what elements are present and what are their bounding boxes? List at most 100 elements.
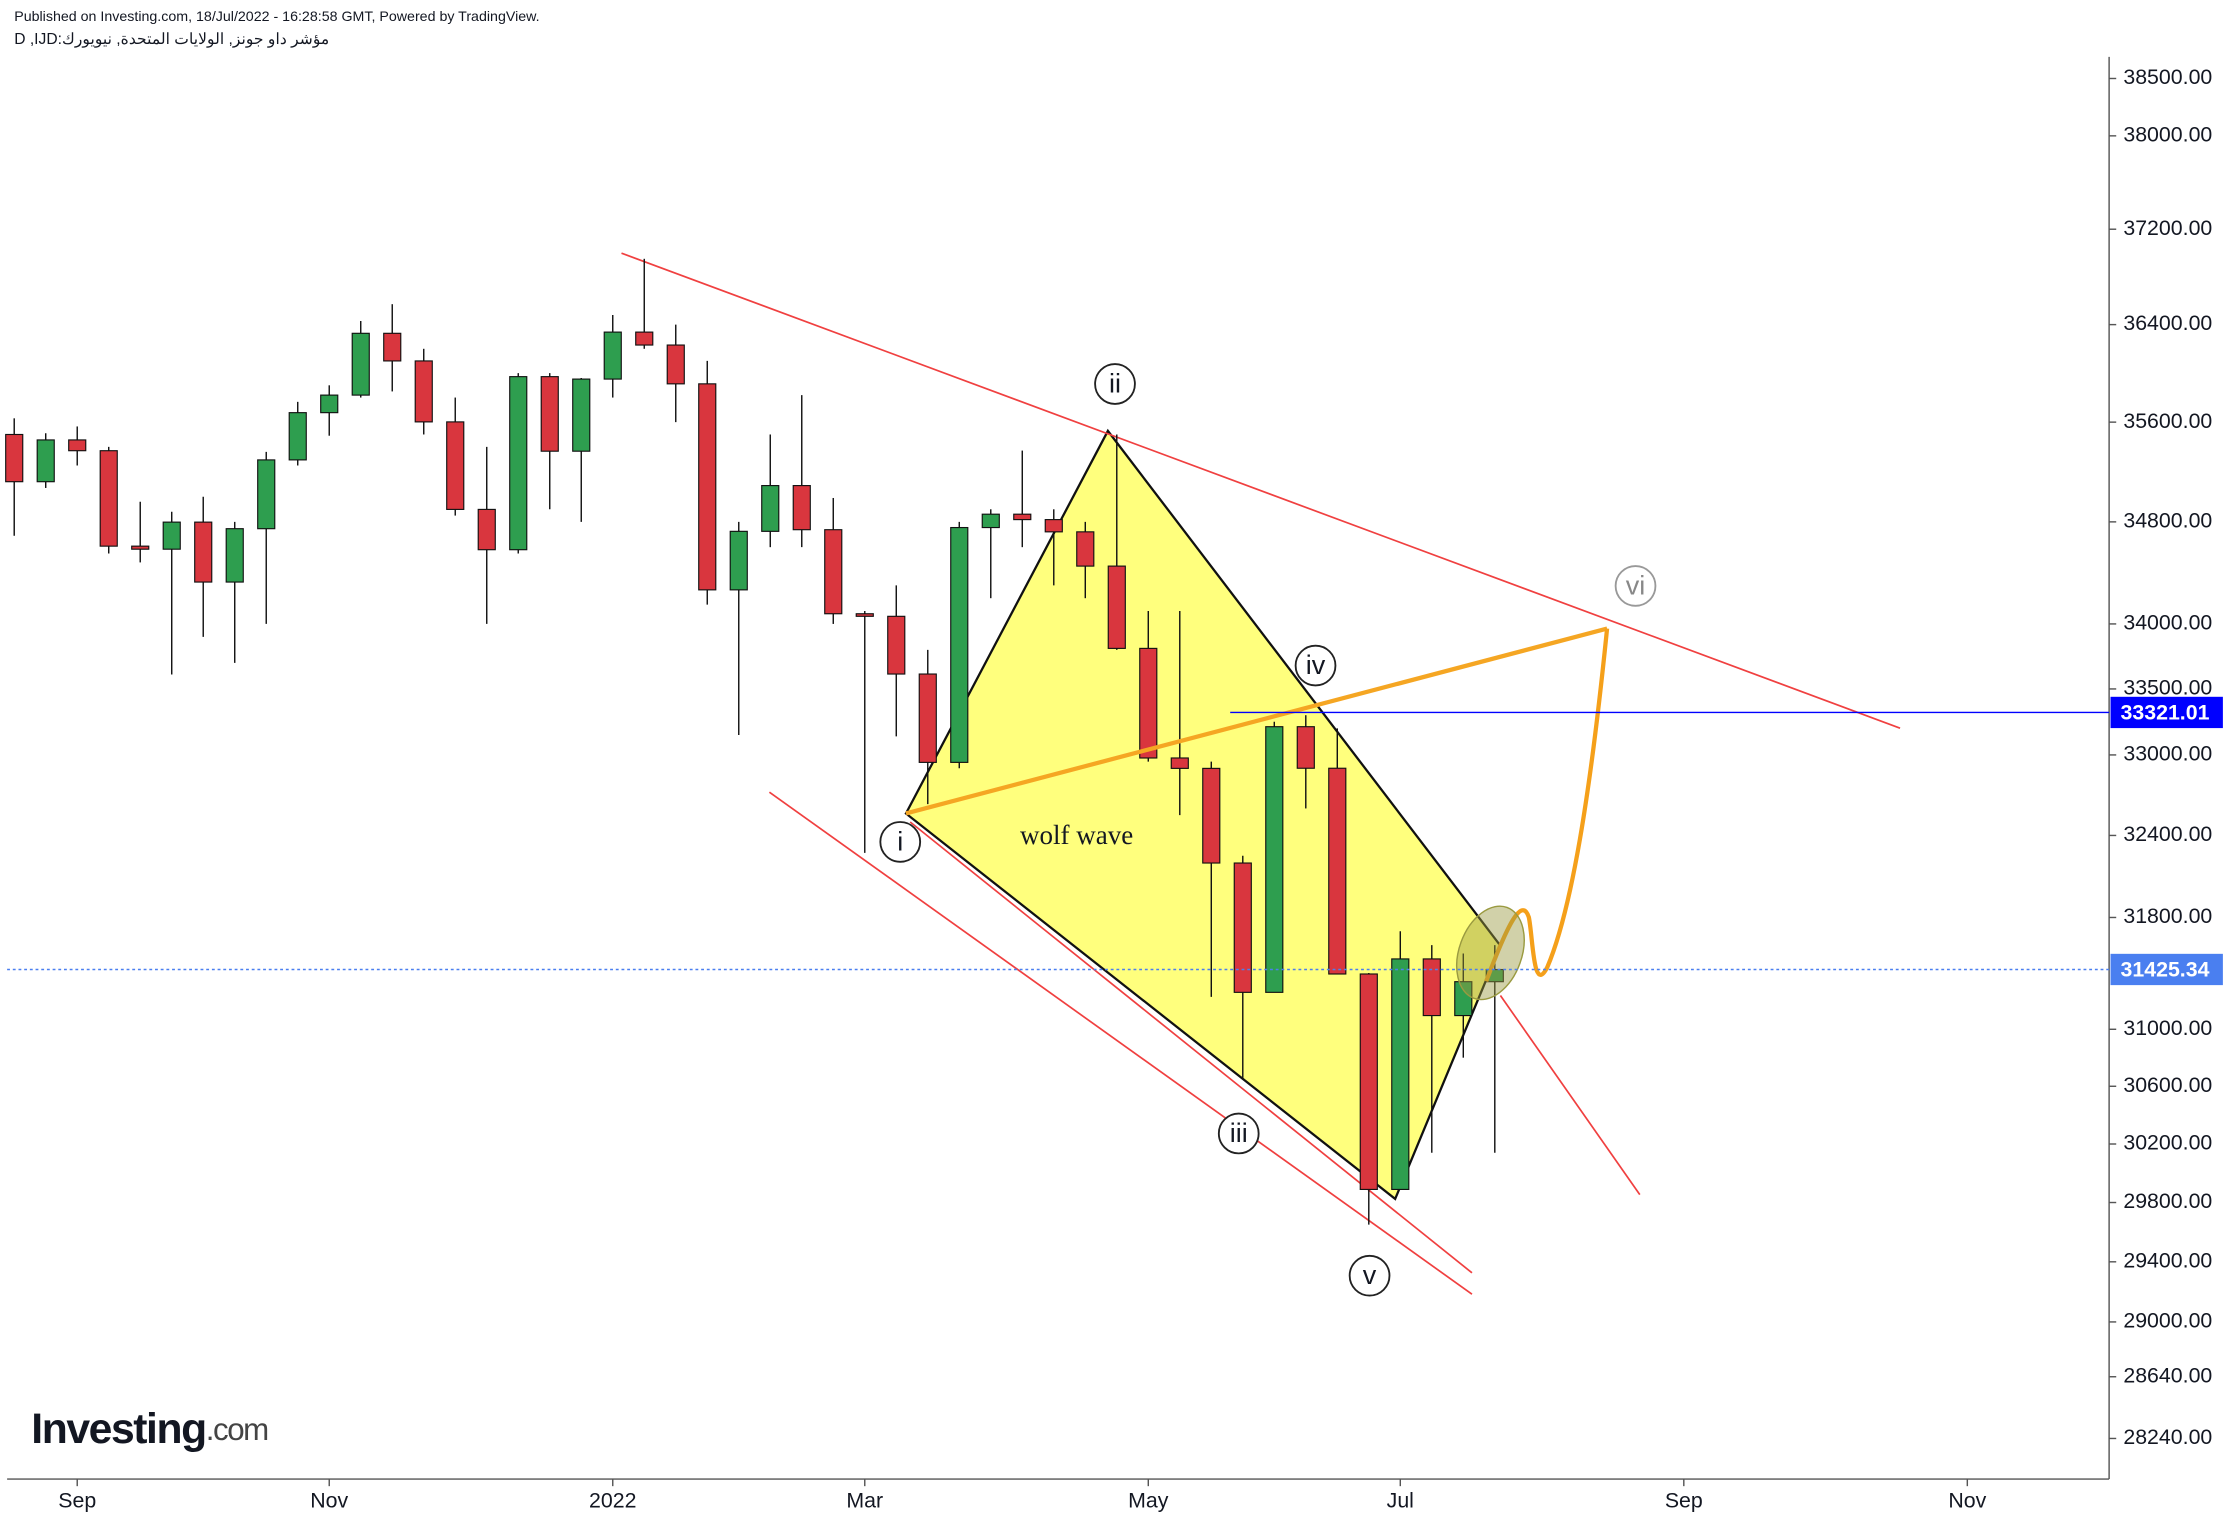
candle-body <box>824 529 843 615</box>
candle-body <box>288 412 307 461</box>
candle-body <box>1013 513 1032 521</box>
price-tag-label: 31425.34 <box>2120 958 2209 982</box>
candle-body <box>635 331 654 346</box>
trend-line <box>909 821 1473 1274</box>
trend-line <box>1499 995 1641 1196</box>
y-tick-label: 34800.00 <box>2123 509 2212 533</box>
y-tick-label: 34000.00 <box>2123 611 2212 635</box>
price-tag-label: 33321.01 <box>2120 701 2209 725</box>
y-tick-label: 30600.00 <box>2123 1073 2212 1097</box>
y-tick-label: 28240.00 <box>2123 1425 2212 1449</box>
y-tick-label: 31000.00 <box>2123 1016 2212 1040</box>
candle-body <box>1233 862 1252 993</box>
candle-body <box>1044 519 1063 533</box>
candle-body <box>666 344 685 385</box>
y-tick-label: 29800.00 <box>2123 1189 2212 1213</box>
y-tick-label: 37200.00 <box>2123 216 2212 240</box>
highlight <box>1456 905 1525 1001</box>
candle-body <box>792 485 811 531</box>
candle-body <box>194 521 213 583</box>
candle-body <box>950 526 969 763</box>
candle-body <box>351 332 370 396</box>
candle-body <box>477 508 496 551</box>
candle-body <box>855 613 874 617</box>
candle-body <box>1328 767 1347 975</box>
x-tick-label: Sep <box>1665 1488 1703 1512</box>
candle-body <box>761 485 780 532</box>
candle-body <box>981 513 1000 529</box>
candle-body <box>540 376 559 452</box>
x-tick-label: 2022 <box>589 1488 636 1512</box>
candle-body <box>1391 958 1410 1190</box>
y-tick-label: 33000.00 <box>2123 742 2212 766</box>
candle-body <box>603 331 622 380</box>
wave-label: iii <box>1230 1118 1248 1148</box>
candle-body <box>257 459 276 530</box>
candle-body <box>1296 726 1315 769</box>
candle-body <box>729 530 748 591</box>
wave-label: iv <box>1306 650 1326 680</box>
candle-body <box>320 394 339 414</box>
wave-circle <box>879 821 922 863</box>
y-tick-label: 28640.00 <box>2123 1363 2212 1387</box>
candle-body <box>1170 757 1189 769</box>
candle-body <box>383 332 402 362</box>
x-tick-label: Nov <box>310 1488 348 1512</box>
candle-body <box>509 376 528 551</box>
candle-body <box>36 439 55 483</box>
y-tick-label: 30200.00 <box>2123 1131 2212 1155</box>
wave-label: i <box>897 826 903 856</box>
projection-path <box>1484 628 1610 983</box>
candle-body <box>162 521 181 550</box>
candle-body <box>887 615 906 675</box>
y-tick-label: 38500.00 <box>2123 65 2212 89</box>
y-tick-label: 29000.00 <box>2123 1309 2212 1333</box>
logo-suffix: .com <box>206 1412 268 1447</box>
y-tick-label: 35600.00 <box>2123 409 2212 433</box>
price-tag <box>2110 696 2223 729</box>
candle-body <box>1265 726 1284 993</box>
candle-body <box>1076 531 1095 567</box>
symbol-line: D ,IJD:مؤشر داو جونز, الولايات المتحدة, … <box>14 31 329 48</box>
y-tick-label: 38000.00 <box>2123 122 2212 146</box>
candle-body <box>1422 958 1441 1017</box>
candle-body <box>446 421 465 510</box>
annotation: wolf wave <box>1020 820 1133 850</box>
candle-body <box>1139 647 1158 759</box>
candle-body <box>414 360 433 423</box>
candle-body <box>1454 981 1473 1017</box>
y-tick-label: 31800.00 <box>2123 904 2212 928</box>
candle-body <box>1359 973 1378 1190</box>
wave-circle <box>1294 644 1337 687</box>
trend-line <box>768 791 1473 1295</box>
x-tick-label: Nov <box>1948 1488 1986 1512</box>
x-tick-label: Jul <box>1387 1488 1414 1512</box>
target-line <box>905 626 1608 816</box>
logo-brand: Investing.com <box>31 1405 268 1453</box>
published-note: Published on Investing.com, 18/Jul/2022 … <box>14 9 539 25</box>
candle-body <box>918 673 937 763</box>
candle-body <box>5 433 24 483</box>
wave-circle <box>1614 565 1657 607</box>
wave-label: v <box>1363 1260 1377 1290</box>
logo-brand-text: Investing <box>31 1405 205 1453</box>
candles <box>5 258 1504 1225</box>
y-tick-label: 36400.00 <box>2123 311 2212 335</box>
x-tick-label: Sep <box>58 1488 96 1512</box>
wave-circle <box>1348 1254 1391 1297</box>
candle-body <box>1202 767 1221 864</box>
x-tick-label: Mar <box>846 1488 883 1512</box>
y-tick-label: 33500.00 <box>2123 676 2212 700</box>
candle-body <box>131 545 150 550</box>
candle-body <box>698 383 717 591</box>
trend-line <box>621 252 1901 729</box>
wave-label: vi <box>1626 570 1646 600</box>
price-tag <box>2110 953 2223 986</box>
y-tick-label: 32400.00 <box>2123 822 2212 846</box>
candle-body <box>68 439 87 452</box>
candle-body <box>99 450 118 547</box>
y-tick-label: 29400.00 <box>2123 1248 2212 1272</box>
wave-circle <box>1094 363 1136 405</box>
